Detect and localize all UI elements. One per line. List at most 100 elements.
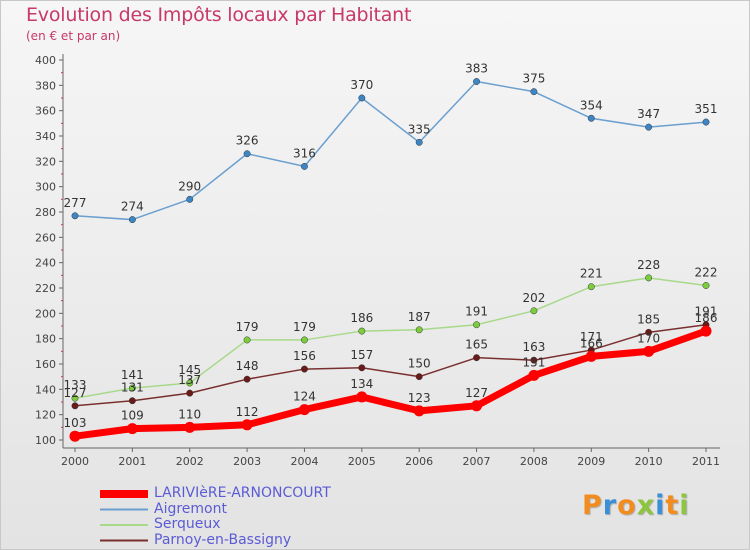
data-point bbox=[298, 404, 310, 416]
data-label: 141 bbox=[121, 368, 144, 382]
data-label: 347 bbox=[637, 107, 660, 121]
data-label: 290 bbox=[178, 179, 201, 193]
series-line bbox=[74, 277, 707, 399]
data-point bbox=[530, 356, 538, 364]
y-tick-label: 200 bbox=[35, 307, 56, 320]
y-tick-label: 260 bbox=[35, 231, 56, 244]
y-tick-label: 380 bbox=[35, 79, 56, 92]
data-label: 151 bbox=[522, 355, 545, 369]
logo-letter: i bbox=[655, 490, 666, 521]
data-point bbox=[301, 365, 308, 373]
logo-letter: r bbox=[602, 490, 618, 521]
data-label: 134 bbox=[350, 377, 373, 391]
data-point bbox=[587, 283, 595, 291]
data-label: 335 bbox=[408, 122, 431, 136]
y-tick-label: 300 bbox=[35, 181, 56, 194]
data-label: 326 bbox=[236, 134, 259, 148]
data-point bbox=[358, 364, 366, 372]
data-point bbox=[530, 307, 538, 315]
data-point bbox=[243, 336, 251, 344]
proxiti-logo: Proxiti bbox=[582, 490, 690, 521]
data-label: 109 bbox=[121, 409, 144, 423]
data-point bbox=[128, 397, 136, 405]
data-point bbox=[356, 391, 368, 403]
data-point bbox=[71, 402, 79, 410]
data-point bbox=[301, 336, 308, 344]
data-point bbox=[415, 138, 423, 146]
legend-label: LARIVIèRE-ARNONCOURT bbox=[154, 485, 331, 501]
x-tick-label: 2002 bbox=[176, 455, 204, 468]
y-tick-label: 400 bbox=[35, 54, 56, 67]
data-label: 221 bbox=[580, 267, 603, 281]
data-label: 170 bbox=[637, 331, 660, 345]
x-tick-label: 2010 bbox=[635, 455, 663, 468]
data-label: 186 bbox=[695, 311, 718, 325]
data-point bbox=[530, 88, 538, 96]
data-label: 110 bbox=[178, 407, 201, 421]
data-label: 351 bbox=[695, 102, 718, 116]
data-label: 222 bbox=[695, 265, 718, 279]
data-label: 228 bbox=[637, 258, 660, 272]
data-label: 316 bbox=[293, 146, 316, 160]
chart-title: Evolution des Impôts locaux par Habitant bbox=[26, 4, 412, 26]
legend-label: Aigremont bbox=[154, 500, 227, 517]
data-point bbox=[301, 162, 308, 170]
data-point bbox=[528, 369, 540, 381]
data-label: 163 bbox=[522, 340, 545, 354]
x-tick-label: 2007 bbox=[463, 455, 491, 468]
data-point bbox=[243, 150, 251, 158]
data-point bbox=[71, 394, 79, 402]
y-tick-label: 240 bbox=[35, 257, 56, 270]
y-tick-label: 160 bbox=[35, 358, 56, 371]
data-label: 123 bbox=[408, 391, 431, 405]
data-label: 150 bbox=[408, 357, 431, 371]
x-tick-label: 2005 bbox=[348, 455, 376, 468]
data-label: 375 bbox=[522, 72, 545, 86]
x-tick-label: 2001 bbox=[118, 455, 146, 468]
y-tick-label: 280 bbox=[35, 206, 56, 219]
data-label: 383 bbox=[465, 62, 488, 76]
series-line bbox=[74, 323, 707, 407]
data-point bbox=[473, 354, 480, 362]
data-point bbox=[413, 405, 425, 417]
data-label: 127 bbox=[64, 386, 87, 400]
x-tick-label: 2004 bbox=[290, 455, 318, 468]
data-label: 127 bbox=[465, 386, 488, 400]
x-tick-label: 2003 bbox=[233, 455, 261, 468]
data-point bbox=[645, 328, 653, 336]
y-tick-label: 340 bbox=[35, 130, 56, 143]
data-point bbox=[585, 350, 597, 362]
data-label: 185 bbox=[637, 312, 660, 326]
data-point bbox=[700, 325, 712, 337]
data-point bbox=[126, 423, 138, 435]
data-point bbox=[243, 375, 251, 383]
data-point bbox=[587, 114, 595, 122]
series-line bbox=[71, 327, 710, 440]
data-label: 124 bbox=[293, 390, 316, 404]
data-point bbox=[358, 327, 366, 335]
data-label: 179 bbox=[293, 320, 316, 334]
data-label: 103 bbox=[64, 416, 87, 430]
data-point bbox=[702, 118, 710, 126]
x-tick-label: 2011 bbox=[692, 455, 720, 468]
data-point bbox=[702, 282, 710, 289]
data-label: 157 bbox=[350, 348, 373, 362]
data-label: 191 bbox=[695, 305, 718, 319]
data-label: 370 bbox=[350, 78, 373, 92]
data-label: 191 bbox=[465, 305, 488, 319]
data-point bbox=[358, 94, 366, 102]
data-point bbox=[128, 384, 136, 392]
y-tick-label: 220 bbox=[35, 282, 56, 295]
data-label: 112 bbox=[236, 405, 259, 419]
data-label: 171 bbox=[580, 330, 603, 344]
y-tick-label: 180 bbox=[35, 333, 56, 346]
data-point bbox=[473, 321, 480, 329]
data-point bbox=[186, 379, 194, 387]
y-tick-label: 140 bbox=[35, 383, 56, 396]
series-line bbox=[74, 80, 707, 221]
logo-letter: o bbox=[617, 490, 637, 521]
y-tick-label: 320 bbox=[35, 155, 56, 168]
logo-letter: i bbox=[679, 490, 690, 521]
